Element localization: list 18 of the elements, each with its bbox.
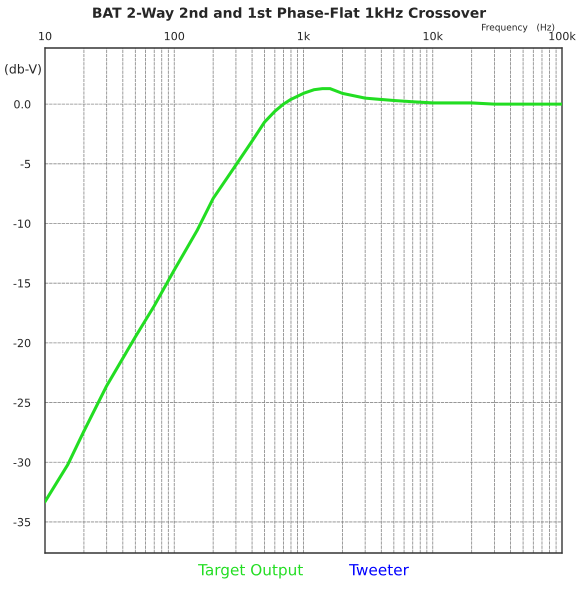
y-tick-label: -15 [14, 279, 30, 288]
text: Target Output [198, 564, 303, 578]
y-tick-label: -5 [20, 160, 30, 168]
legend-label: Tweeter [349, 564, 409, 576]
x-tick-label: 100k [549, 32, 576, 40]
x-tick-label: 100 [164, 32, 184, 40]
chart-title: BAT 2-Way 2nd and 1st Phase-Flat 1kHz Crossover [93, 7, 486, 21]
y-tick-label: -30 [14, 458, 30, 467]
y-tick-label: 0.0 [14, 100, 30, 108]
x-tick-label: 1k [298, 32, 310, 40]
x-tick-label: 10k [424, 32, 444, 40]
x-tick-label: 10 [39, 32, 52, 40]
y-tick-label: -10 [14, 219, 30, 228]
y-tick-label: -35 [14, 518, 30, 526]
y-tick-label: -25 [14, 398, 30, 407]
y-tick-label: -20 [14, 338, 30, 348]
y-axis-title: (db-V) [5, 64, 41, 76]
x-axis-title: Frequency (Hz) [482, 24, 554, 32]
